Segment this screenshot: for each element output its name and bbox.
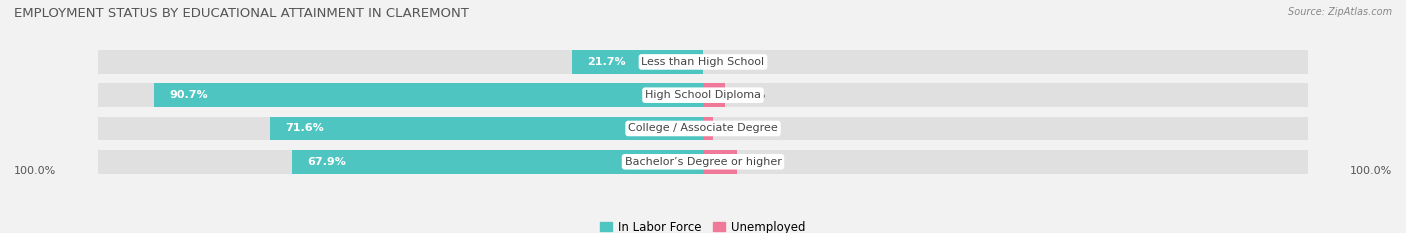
Text: 0.0%: 0.0% [716,57,744,67]
Bar [98,116,703,140]
Bar [270,116,703,140]
Text: 71.6%: 71.6% [285,123,323,134]
Text: 90.7%: 90.7% [169,90,208,100]
Text: Less than High School: Less than High School [641,57,765,67]
Bar [703,116,1308,140]
Bar [98,50,703,74]
Bar [703,83,1308,107]
Bar [572,50,703,74]
Legend: In Labor Force, Unemployed: In Labor Force, Unemployed [596,216,810,233]
Text: Source: ZipAtlas.com: Source: ZipAtlas.com [1288,7,1392,17]
Text: Bachelor’s Degree or higher: Bachelor’s Degree or higher [624,157,782,167]
Text: 5.6%: 5.6% [749,157,778,167]
Bar [703,116,713,140]
Text: 100.0%: 100.0% [1350,166,1392,176]
Bar [292,150,703,174]
Text: 67.9%: 67.9% [307,157,346,167]
Bar [155,83,703,107]
Text: EMPLOYMENT STATUS BY EDUCATIONAL ATTAINMENT IN CLAREMONT: EMPLOYMENT STATUS BY EDUCATIONAL ATTAINM… [14,7,470,20]
Text: College / Associate Degree: College / Associate Degree [628,123,778,134]
Bar [98,83,703,107]
Text: 21.7%: 21.7% [586,57,626,67]
Bar [98,150,703,174]
Bar [703,150,1308,174]
Bar [703,50,1308,74]
Text: 100.0%: 100.0% [14,166,56,176]
Text: 3.7%: 3.7% [738,90,766,100]
Bar [703,83,725,107]
Text: 1.7%: 1.7% [725,123,754,134]
Text: High School Diploma: High School Diploma [645,90,761,100]
Bar [703,150,737,174]
